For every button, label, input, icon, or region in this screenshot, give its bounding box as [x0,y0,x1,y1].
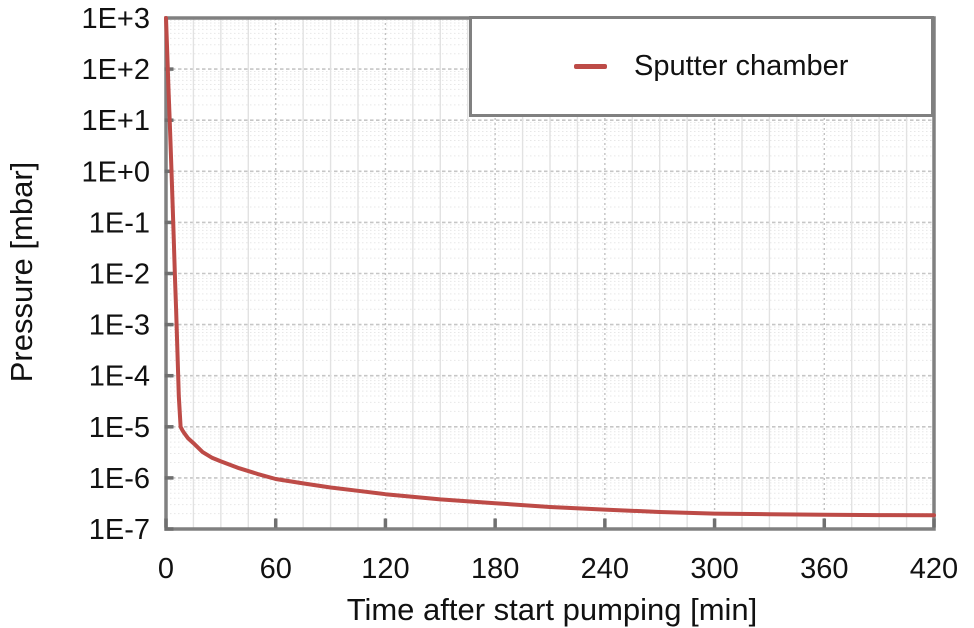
svg-text:1E-1: 1E-1 [89,207,150,239]
legend-line-swatch [574,64,607,69]
svg-text:1E-6: 1E-6 [89,463,150,495]
x-axis-title: Time after start pumping [min] [347,592,758,627]
svg-text:1E-3: 1E-3 [89,310,150,342]
svg-text:240: 240 [581,553,629,585]
x-tick-labels: 0 60 120 180 240 300 360 420 [158,553,958,585]
legend: Sputter chamber [469,16,934,117]
svg-text:1E-5: 1E-5 [89,412,150,444]
svg-text:1E-2: 1E-2 [89,259,150,291]
svg-text:300: 300 [690,553,738,585]
svg-text:60: 60 [260,553,292,585]
svg-text:1E-7: 1E-7 [89,514,150,546]
svg-text:420: 420 [910,553,958,585]
svg-text:180: 180 [471,553,519,585]
svg-text:1E+3: 1E+3 [81,3,150,35]
y-tick-labels: 1E+3 1E+2 1E+1 1E+0 1E-1 1E-2 1E-3 1E-4 1E-5 1E-6… [81,3,150,546]
svg-text:120: 120 [361,553,409,585]
x-tick-marks [164,518,936,528]
svg-text:1E+0: 1E+0 [81,156,150,188]
svg-text:360: 360 [800,553,848,585]
svg-text:1E+1: 1E+1 [81,105,150,137]
y-axis-title: Pressure [mbar] [4,162,39,383]
series-sputter-chamber [164,16,936,518]
svg-text:1E+2: 1E+2 [81,54,150,86]
legend-label: Sputter chamber [634,50,849,82]
svg-text:0: 0 [158,553,174,585]
svg-text:1E-4: 1E-4 [89,361,150,393]
